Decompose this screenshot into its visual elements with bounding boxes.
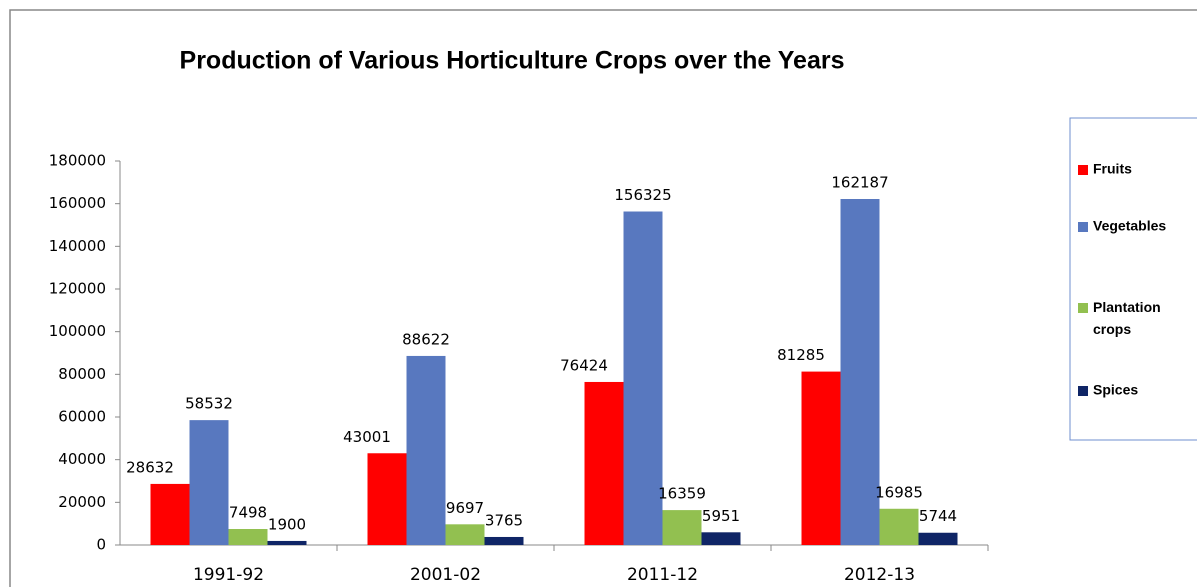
bar	[584, 381, 624, 545]
bar	[484, 536, 524, 545]
bar	[623, 211, 663, 546]
bar	[801, 371, 841, 545]
y-tick-label: 80000	[58, 365, 106, 383]
bar	[228, 529, 268, 545]
value-label: 16359	[658, 485, 706, 503]
value-label: 58532	[185, 395, 233, 413]
bar	[367, 453, 407, 545]
x-tick-label: 1991-92	[193, 565, 264, 585]
bar	[879, 508, 919, 545]
bar	[189, 420, 229, 545]
y-tick-label: 160000	[49, 194, 106, 212]
y-tick-label: 60000	[58, 408, 106, 426]
y-tick-label: 140000	[49, 237, 106, 255]
value-label: 1900	[268, 515, 306, 533]
bar	[918, 532, 958, 545]
bar	[267, 540, 307, 545]
y-tick-label: 20000	[58, 493, 106, 511]
value-label: 88622	[402, 330, 450, 348]
value-label: 156325	[614, 186, 671, 204]
x-tick-label: 2001-02	[410, 565, 481, 585]
y-tick-label: 100000	[49, 322, 106, 340]
value-label: 162187	[831, 174, 888, 192]
value-label: 5951	[702, 507, 740, 525]
legend-swatch	[1078, 222, 1088, 232]
legend-box	[1069, 117, 1197, 441]
legend-label: Spices	[1093, 382, 1138, 398]
y-tick-label: 120000	[49, 280, 106, 298]
bar	[662, 510, 702, 545]
value-label: 7498	[229, 504, 267, 522]
value-label: 16985	[875, 483, 923, 501]
legend-label: Vegetables	[1093, 218, 1166, 234]
value-label: 3765	[485, 511, 523, 529]
legend-swatch	[1078, 303, 1088, 313]
y-tick-label: 40000	[58, 450, 106, 468]
chart-title: Production of Various Horticulture Crops…	[180, 47, 845, 75]
value-label: 76424	[560, 356, 608, 374]
y-tick-label: 180000	[49, 152, 106, 170]
bar	[701, 532, 741, 545]
x-tick-label: 2012-13	[844, 565, 915, 585]
bar	[406, 355, 446, 545]
legend-label: Plantation crops	[1093, 299, 1161, 337]
bar	[840, 199, 880, 545]
value-label: 81285	[777, 346, 825, 364]
x-tick-label: 2011-12	[627, 565, 698, 585]
legend-label: Fruits	[1093, 161, 1132, 177]
value-label: 9697	[446, 499, 484, 517]
bar	[445, 524, 485, 545]
legend-swatch	[1078, 386, 1088, 396]
value-label: 43001	[343, 428, 391, 446]
value-label: 28632	[126, 458, 174, 476]
y-tick-label: 0	[96, 536, 106, 554]
legend-swatch	[1078, 165, 1088, 175]
bar	[150, 483, 190, 545]
value-label: 5744	[919, 507, 957, 525]
